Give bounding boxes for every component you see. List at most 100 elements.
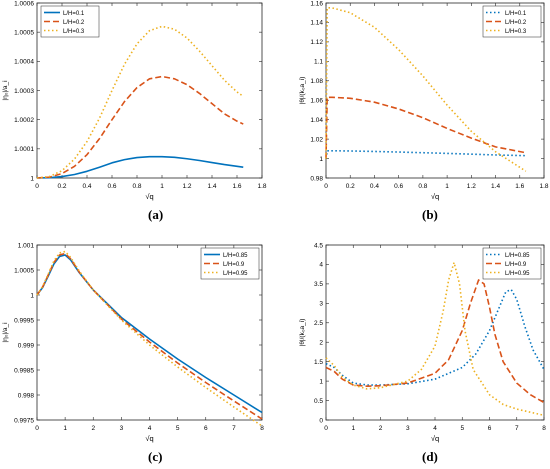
x-tick-label: 0.6 xyxy=(107,183,116,190)
x-tick-label: 7 xyxy=(515,425,519,432)
y-tick-label: 1 xyxy=(30,292,34,299)
legend-label: L/H=0.85 xyxy=(505,253,530,259)
y-tick-label: 0.9975 xyxy=(14,417,34,424)
x-tick-label: 1.2 xyxy=(467,183,476,190)
series-line-0 xyxy=(36,155,244,179)
x-axis-label: √q xyxy=(145,192,153,201)
x-tick-label: 0.8 xyxy=(132,183,141,190)
x-tick-label: 4 xyxy=(148,425,152,432)
x-tick-label: 2 xyxy=(379,425,383,432)
x-tick-label: 1 xyxy=(445,183,449,190)
y-tick-label: 1.5 xyxy=(314,359,323,366)
y-tick-label: 1.0005 xyxy=(14,29,34,36)
caption-a: (a) xyxy=(148,207,164,222)
y-axis-label: |η₀|/a_i xyxy=(2,322,9,342)
y-tick-label: 2 xyxy=(319,340,323,347)
chart-panel-3: 0 1 2 3 4 5 6 7 8 0 0.5 1 1.5 2 2.5 3 3.5 4 4.5 √q |θ|/(k₀a_… xyxy=(299,242,546,443)
y-tick-label: 1.0003 xyxy=(14,88,34,95)
y-tick-label: 1.14 xyxy=(310,20,323,27)
x-tick-label: 0.8 xyxy=(418,183,427,190)
x-tick-label: 0.4 xyxy=(370,183,379,190)
x-tick-label: 1 xyxy=(160,183,164,190)
y-tick-label: 1.06 xyxy=(310,98,323,105)
x-tick-label: 0 xyxy=(324,425,328,432)
x-tick-label: 1.8 xyxy=(257,183,266,190)
legend-box xyxy=(482,247,542,280)
x-tick-label: 1.4 xyxy=(207,183,216,190)
x-tick-label: 0 xyxy=(35,183,39,190)
caption-d: (d) xyxy=(422,449,438,464)
y-tick-label: 3 xyxy=(319,301,323,308)
chart-panel-0: 0 0.2 0.4 0.6 0.8 1 1.2 1.4 1.6 1.8 1 1.0001 1.0002 1… xyxy=(2,0,267,201)
x-tick-label: 1.8 xyxy=(539,183,548,190)
x-tick-label: 1.6 xyxy=(515,183,524,190)
legend-label: L/H=0.3 xyxy=(63,29,85,35)
x-tick-label: 0 xyxy=(324,183,328,190)
caption-b: (b) xyxy=(422,207,438,222)
x-tick-label: 8 xyxy=(260,425,264,432)
y-tick-label: 1.08 xyxy=(310,78,323,85)
x-axis-label: √q xyxy=(431,192,439,201)
y-tick-label: 1 xyxy=(30,175,34,182)
legend-label: L/H=0.1 xyxy=(505,11,527,17)
chart-panel-1: 0 0.2 0.4 0.6 0.8 1 1.2 1.4 1.6 1.8 0.98 1 1.02 1.04 1… xyxy=(299,0,549,201)
x-tick-label: 1 xyxy=(351,425,355,432)
x-axis-label: √q xyxy=(145,434,153,443)
legend-label: L/H=0.1 xyxy=(63,11,85,17)
y-tick-label: 0.98 xyxy=(310,175,323,182)
y-tick-label: 1.0001 xyxy=(14,146,34,153)
y-tick-label: 1.0006 xyxy=(14,0,34,7)
x-tick-label: 5 xyxy=(176,425,180,432)
y-tick-label: 1.0004 xyxy=(14,59,34,66)
y-tick-label: 0 xyxy=(319,417,323,424)
x-tick-label: 0.2 xyxy=(346,183,355,190)
x-tick-label: 6 xyxy=(488,425,492,432)
y-tick-label: 1.12 xyxy=(310,39,323,46)
x-tick-label: 4 xyxy=(433,425,437,432)
y-axis-label: |θ|/(k₀a_i) xyxy=(299,319,306,347)
y-tick-label: 0.5 xyxy=(314,398,323,405)
y-tick-label: 1.1 xyxy=(314,59,323,66)
y-tick-label: 1.04 xyxy=(310,117,323,124)
x-tick-label: 0.4 xyxy=(82,183,91,190)
y-tick-label: 1.001 xyxy=(18,242,35,249)
x-tick-label: 0.2 xyxy=(57,183,66,190)
x-tick-label: 6 xyxy=(204,425,208,432)
x-tick-label: 3 xyxy=(120,425,124,432)
legend-label: L/H=0.9 xyxy=(223,262,245,268)
legend-box xyxy=(482,5,542,38)
series-line-1 xyxy=(36,75,244,179)
y-tick-label: 0.998 xyxy=(18,392,35,399)
x-tick-label: 5 xyxy=(460,425,464,432)
legend-label: L/H=0.9 xyxy=(505,262,527,268)
series-line-2 xyxy=(36,25,244,179)
y-tick-label: 4 xyxy=(319,262,323,269)
legend-box xyxy=(40,5,100,38)
series-line-2 xyxy=(36,250,263,427)
x-tick-label: 1.2 xyxy=(182,183,191,190)
legend-label: L/H=0.2 xyxy=(63,20,85,26)
x-tick-label: 7 xyxy=(232,425,236,432)
legend-label: L/H=0.85 xyxy=(223,253,248,259)
legend-label: L/H=0.3 xyxy=(505,29,527,35)
x-tick-label: 2 xyxy=(91,425,95,432)
y-tick-label: 3.5 xyxy=(314,281,323,288)
series-line-1 xyxy=(325,96,526,159)
caption-c: (c) xyxy=(148,449,163,464)
legend-box xyxy=(200,247,260,280)
x-tick-label: 1.4 xyxy=(491,183,500,190)
series-line-2 xyxy=(325,261,545,417)
y-tick-label: 1.0002 xyxy=(14,117,34,124)
y-tick-label: 1.02 xyxy=(310,136,323,143)
series-line-1 xyxy=(325,279,545,404)
x-tick-label: 8 xyxy=(542,425,546,432)
legend-label: L/H=0.2 xyxy=(505,20,527,26)
y-tick-label: 4.5 xyxy=(314,242,323,249)
x-tick-label: 0 xyxy=(35,425,39,432)
x-tick-label: 1.6 xyxy=(232,183,241,190)
y-tick-label: 1 xyxy=(319,378,323,385)
y-tick-label: 1.0005 xyxy=(14,267,34,274)
y-axis-label: |η₀|/a_i xyxy=(2,80,9,100)
x-axis-label: √q xyxy=(431,434,439,443)
